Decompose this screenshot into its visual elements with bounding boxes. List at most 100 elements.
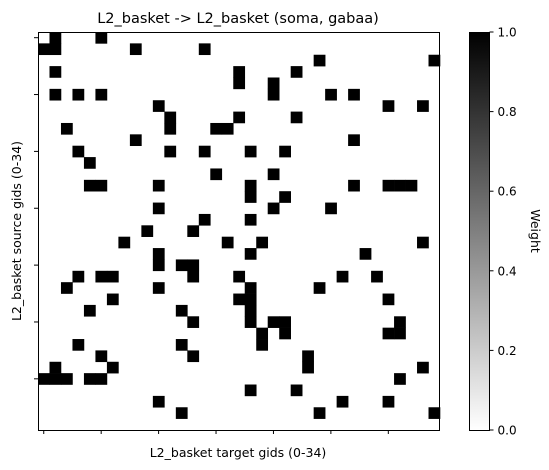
colorbar-gradient [469, 32, 489, 430]
heatmap-cell [302, 361, 314, 374]
heatmap-cell [267, 168, 280, 181]
heatmap-cell [267, 316, 280, 328]
heatmap-cell [290, 384, 303, 397]
heatmap-cell [106, 270, 119, 283]
heatmap-cell [394, 373, 406, 385]
heatmap-cell [290, 66, 303, 78]
heatmap-cell [325, 88, 337, 101]
heatmap-cell [49, 373, 62, 385]
heatmap-cell [244, 179, 257, 192]
heatmap-cell [49, 88, 62, 101]
heatmap-cell [129, 43, 142, 56]
heatmap-cell [279, 191, 291, 203]
heatmap-cell [152, 202, 165, 215]
heatmap-cell [302, 350, 314, 363]
heatmap-cell [198, 213, 211, 226]
heatmap-cell [187, 259, 200, 272]
heatmap-cell [394, 316, 406, 328]
heatmap-cell [152, 282, 165, 294]
heatmap-cell [244, 145, 257, 158]
heatmap-cell [49, 32, 62, 44]
heatmap-cell [164, 122, 177, 135]
heatmap-cell [221, 122, 234, 135]
heatmap-cell [348, 179, 360, 192]
heatmap-cell [417, 361, 429, 374]
heatmap-cell [198, 43, 211, 56]
heatmap-cell [83, 157, 96, 169]
heatmap-cell [382, 293, 395, 306]
y-axis-label: L2_basket source gids (0-34) [9, 141, 24, 321]
colorbar-ticks: 0.0 0.2 0.4 0.6 0.8 1.0 [489, 26, 517, 438]
x-axis-ticks [43, 430, 389, 434]
heatmap-cell [106, 293, 119, 306]
heatmap-cell [83, 304, 96, 317]
heatmap-cell [187, 270, 200, 283]
y-axis-ticks [34, 37, 38, 380]
heatmap-cell [72, 339, 85, 351]
heatmap-cells [38, 32, 441, 419]
colorbar-tick-label: 0.4 [498, 264, 517, 278]
heatmap-cell [72, 270, 85, 283]
heatmap-cell [95, 350, 108, 363]
heatmap-cell [198, 145, 211, 158]
heatmap-cell [60, 373, 73, 385]
heatmap-cell [313, 407, 326, 419]
heatmap-cell [244, 384, 257, 397]
heatmap-cell [129, 134, 142, 147]
heatmap-cell [336, 395, 349, 408]
heatmap-cell [233, 293, 246, 306]
heatmap-cell [210, 122, 223, 135]
heatmap-cell [49, 43, 62, 56]
heatmap-cell [244, 304, 257, 317]
heatmap-cell [313, 54, 326, 67]
heatmap-cell [164, 111, 177, 124]
heatmap-cell [221, 236, 234, 249]
heatmap-cell [175, 259, 188, 272]
heatmap-cell [72, 88, 85, 101]
heatmap-cell [382, 100, 395, 112]
heatmap-cell [233, 111, 246, 124]
heatmap-cell [382, 179, 395, 192]
heatmap-cell [187, 316, 200, 328]
heatmap-cell [382, 327, 395, 340]
heatmap-cell [371, 270, 383, 283]
heatmap-cell [417, 100, 429, 112]
heatmap-cell [267, 77, 280, 90]
colorbar-tick-label: 0.8 [498, 105, 517, 119]
heatmap-cell [175, 304, 188, 317]
heatmap-cell [244, 293, 257, 306]
heatmap-cell [244, 316, 257, 328]
heatmap-cell [244, 191, 257, 203]
heatmap-cell [279, 327, 291, 340]
heatmap-cell [336, 270, 349, 283]
heatmap-cell [210, 168, 223, 181]
heatmap-cell [267, 202, 280, 215]
heatmap-cell [187, 225, 200, 237]
heatmap-cell [106, 361, 119, 374]
heatmap-cell [417, 236, 429, 249]
heatmap-cell [256, 339, 269, 351]
heatmap-cell [38, 373, 50, 385]
heatmap-cell [60, 122, 73, 135]
heatmap-cell [95, 32, 108, 44]
heatmap-cell [49, 66, 62, 78]
heatmap-cell [152, 100, 165, 112]
heatmap-cell [256, 327, 269, 340]
heatmap-cell [348, 134, 360, 147]
heatmap-cell [60, 282, 73, 294]
heatmap-cell [233, 270, 246, 283]
heatmap-cell [95, 270, 108, 283]
heatmap-cell [187, 350, 200, 363]
colorbar-tick-label: 1.0 [498, 26, 517, 40]
heatmap-cell [267, 88, 280, 101]
heatmap-cell [83, 373, 96, 385]
heatmap-cell [233, 77, 246, 90]
heatmap-cell [152, 248, 165, 260]
heatmap-cell [244, 213, 257, 226]
colorbar-label: Weight [528, 209, 543, 253]
heatmap-cell [359, 248, 372, 260]
heatmap-cell [382, 395, 395, 408]
heatmap-cell [95, 179, 108, 192]
heatmap-cell [348, 88, 360, 101]
